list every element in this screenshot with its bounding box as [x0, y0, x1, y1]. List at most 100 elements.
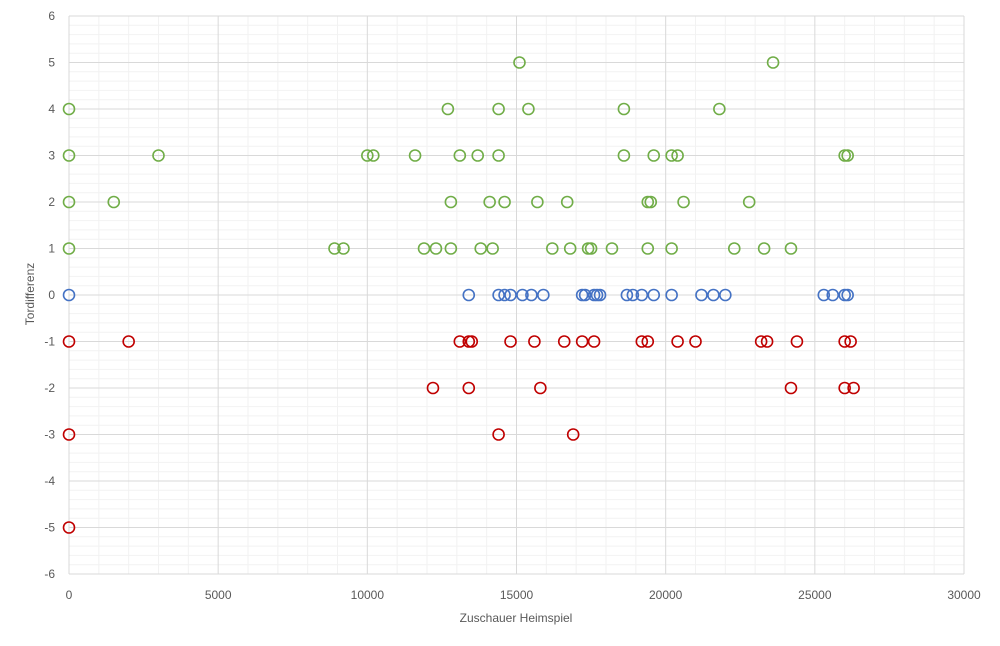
data-point	[537, 288, 550, 302]
data-point	[757, 242, 771, 255]
data-point	[453, 149, 467, 162]
data-point	[557, 335, 571, 348]
data-point	[545, 242, 559, 255]
y-tick-label: -4	[44, 474, 55, 488]
y-tick-label: 2	[48, 195, 55, 209]
data-point	[641, 335, 655, 348]
data-point	[695, 288, 708, 302]
y-tick-label: 3	[48, 149, 55, 163]
data-point	[626, 288, 640, 302]
data-point	[817, 288, 831, 302]
data-point	[62, 428, 76, 441]
data-point	[504, 335, 517, 348]
data-point	[522, 102, 535, 116]
data-point	[742, 195, 756, 209]
data-point	[417, 242, 431, 255]
data-point	[534, 381, 547, 395]
x-tick-label: 20000	[649, 588, 683, 602]
data-point	[665, 242, 678, 255]
data-point	[790, 335, 804, 348]
data-point	[462, 381, 476, 395]
data-point	[62, 335, 76, 348]
data-point	[525, 288, 538, 302]
data-point	[528, 335, 541, 348]
x-tick-label: 0	[66, 588, 73, 602]
y-tick-label: 6	[48, 9, 55, 23]
x-tick-label: 10000	[351, 588, 385, 602]
data-point	[617, 149, 631, 162]
data-point	[62, 288, 76, 302]
data-point	[474, 242, 488, 255]
data-point	[665, 288, 678, 302]
y-tick-label: -1	[44, 335, 55, 349]
data-point	[754, 335, 768, 348]
data-point	[593, 288, 607, 302]
data-point	[122, 335, 135, 348]
data-point	[838, 335, 851, 348]
y-tick-label: -6	[44, 567, 55, 581]
data-point	[471, 149, 485, 162]
data-point	[62, 149, 76, 162]
data-point	[62, 102, 76, 116]
data-point	[483, 195, 496, 209]
data-point	[644, 195, 658, 209]
data-point	[492, 288, 505, 302]
major-gridlines	[68, 15, 965, 575]
data-point	[366, 149, 380, 162]
data-point	[337, 242, 350, 255]
x-tick-label: 15000	[500, 588, 534, 602]
data-point	[665, 149, 678, 162]
data-point	[492, 428, 505, 441]
data-point	[671, 149, 684, 162]
data-point	[677, 195, 690, 209]
data-point	[719, 288, 732, 302]
data-point	[62, 521, 76, 534]
data-point	[492, 149, 505, 162]
y-tick-label: 5	[48, 56, 55, 70]
data-point	[426, 381, 440, 395]
data-point	[531, 195, 544, 209]
data-point	[647, 149, 661, 162]
data-point	[516, 288, 529, 302]
data-point	[841, 149, 854, 162]
data-point	[107, 195, 121, 209]
data-point	[566, 428, 580, 441]
y-axis-title: Tordifferenz	[23, 263, 37, 325]
data-point	[784, 381, 798, 395]
data-point	[844, 335, 857, 348]
y-tick-label: 0	[48, 288, 55, 302]
data-point	[671, 335, 684, 348]
y-tick-label: -2	[44, 381, 55, 395]
data-point	[713, 102, 726, 116]
data-point	[766, 56, 780, 69]
y-tick-label: -5	[44, 521, 55, 535]
data-point	[62, 195, 76, 209]
data-point	[838, 381, 851, 395]
x-tick-label: 5000	[205, 588, 232, 602]
y-tick-label: 4	[48, 102, 55, 116]
data-point	[620, 288, 634, 302]
data-point	[578, 288, 592, 302]
y-tick-label: -3	[44, 428, 55, 442]
data-point	[513, 56, 526, 69]
data-point	[444, 242, 458, 255]
data-point	[727, 242, 741, 255]
data-point	[328, 242, 341, 255]
data-point	[635, 335, 649, 348]
data-point	[492, 102, 505, 116]
data-point	[635, 288, 649, 302]
data-point	[826, 288, 840, 302]
data-point	[62, 242, 76, 255]
data-point	[605, 242, 619, 255]
x-tick-label: 25000	[798, 588, 832, 602]
x-tick-label: 30000	[947, 588, 981, 602]
data-point	[429, 242, 443, 255]
data-point	[441, 102, 455, 116]
data-point	[486, 242, 499, 255]
data-point	[617, 102, 631, 116]
x-axis-title: Zuschauer Heimspiel	[460, 611, 573, 625]
data-point	[847, 381, 860, 395]
data-point	[707, 288, 720, 302]
data-point	[444, 195, 458, 209]
